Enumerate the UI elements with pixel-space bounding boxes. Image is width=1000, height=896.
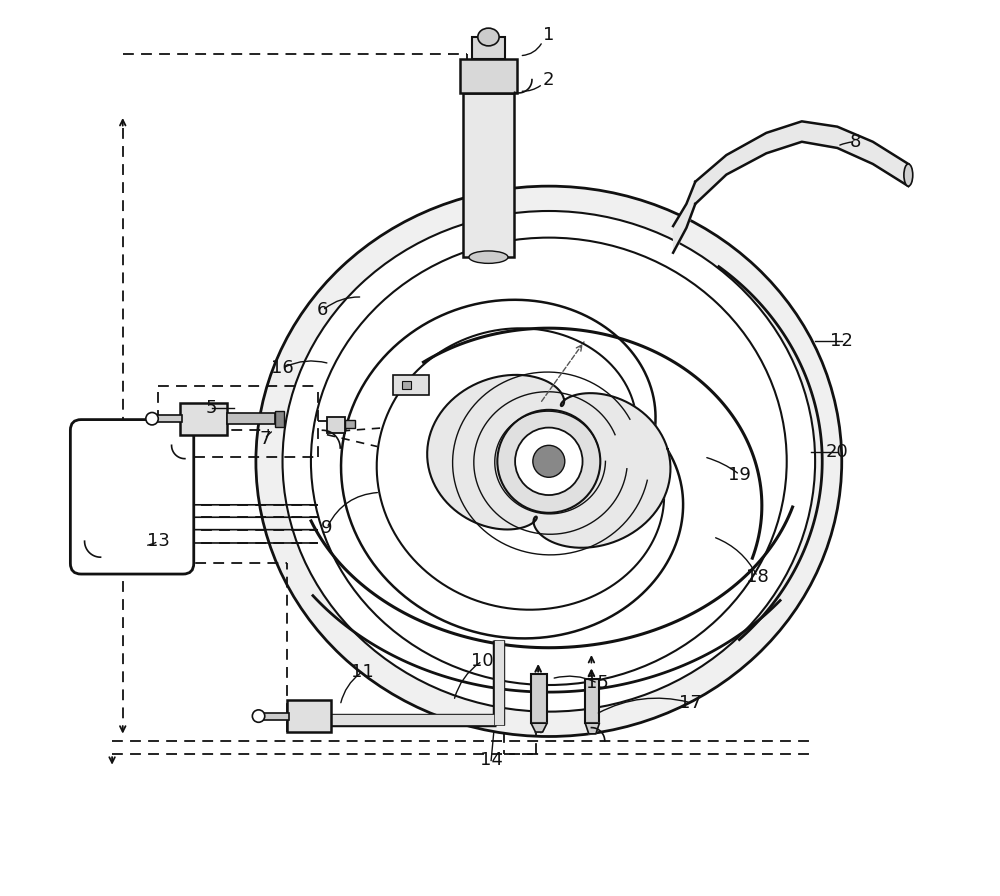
Text: 10: 10 (471, 652, 494, 670)
Text: 18: 18 (746, 568, 769, 586)
Circle shape (146, 412, 158, 425)
Ellipse shape (256, 186, 842, 737)
Bar (260, 712, 289, 719)
Bar (275, 410, 284, 426)
Polygon shape (341, 300, 683, 639)
Bar (463, 93, 514, 257)
Bar (331, 714, 496, 725)
Bar (180, 402, 227, 435)
Polygon shape (585, 723, 599, 734)
Bar (472, 37, 505, 59)
Text: 11: 11 (351, 663, 374, 681)
Circle shape (533, 445, 565, 478)
Text: 12: 12 (830, 332, 853, 350)
Bar (327, 417, 345, 433)
Circle shape (497, 409, 600, 513)
Text: 7: 7 (259, 430, 271, 448)
Text: 9: 9 (321, 519, 333, 537)
Ellipse shape (283, 211, 815, 711)
Text: 20: 20 (826, 444, 849, 461)
Text: 1: 1 (543, 26, 555, 44)
Polygon shape (531, 723, 547, 732)
Bar (494, 640, 504, 725)
Text: 17: 17 (679, 694, 702, 711)
Ellipse shape (311, 237, 787, 685)
Text: 2: 2 (543, 71, 555, 89)
Bar (585, 679, 599, 723)
Circle shape (252, 710, 265, 722)
Ellipse shape (469, 251, 508, 263)
Text: 8: 8 (849, 133, 861, 151)
Bar (227, 413, 275, 424)
Text: 6: 6 (317, 301, 328, 319)
Text: 16: 16 (271, 359, 294, 377)
Text: 15: 15 (586, 674, 609, 693)
Polygon shape (377, 328, 664, 609)
Text: 13: 13 (147, 532, 170, 550)
Bar (393, 375, 429, 395)
Bar (402, 381, 411, 390)
Polygon shape (427, 375, 670, 547)
Bar (287, 700, 331, 732)
Circle shape (515, 427, 583, 495)
Ellipse shape (904, 164, 913, 186)
Bar (154, 415, 182, 422)
Text: 5: 5 (206, 399, 217, 417)
FancyBboxPatch shape (70, 419, 194, 574)
Ellipse shape (478, 28, 499, 46)
Text: 14: 14 (480, 752, 503, 770)
Bar (531, 675, 547, 723)
Text: 19: 19 (728, 466, 751, 484)
Bar (345, 420, 355, 427)
Bar (460, 59, 517, 93)
